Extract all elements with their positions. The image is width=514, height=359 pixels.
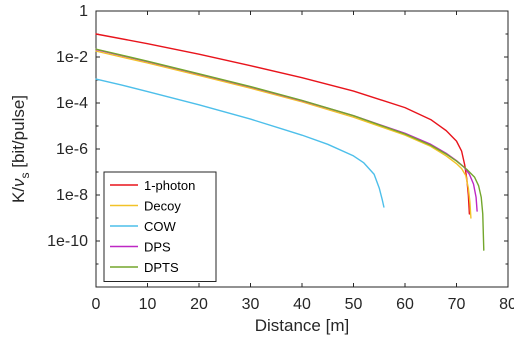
- y-tick-label: 1e-2: [56, 49, 88, 66]
- axes: 0 10 20 30 40 50 60 70 80 1e-10 1e-8 1e-6 1e-4 1e-2 1 D…: [9, 3, 514, 335]
- x-tick-label: 60: [396, 296, 414, 313]
- x-tick-label: 20: [190, 296, 208, 313]
- series-line-decoy: [95, 50, 472, 219]
- x-tick-label: 50: [345, 296, 363, 313]
- series-line-dpts: [95, 48, 485, 251]
- y-axis-title-greek: ν: [9, 178, 28, 187]
- x-axis-title: Distance [m]: [255, 316, 349, 335]
- legend-label: DPTS: [144, 260, 179, 275]
- x-tick-label: 40: [293, 296, 311, 313]
- y-axis-title: K/νs [bit/pulse]: [9, 95, 32, 203]
- x-tick-label: 30: [242, 296, 260, 313]
- series-line-1-photon: [95, 33, 471, 215]
- legend-label: Decoy: [144, 199, 181, 214]
- y-tick-label: 1e-8: [56, 187, 88, 204]
- legend-label: COW: [144, 219, 177, 234]
- legend-label: DPS: [144, 240, 171, 255]
- y-tick-label: 1e-4: [56, 95, 88, 112]
- y-axis-title-subscript: s: [18, 172, 32, 178]
- y-axis-title-main: K/: [9, 187, 28, 203]
- x-tick-label: 80: [499, 296, 514, 313]
- x-tick-label: 0: [92, 296, 101, 313]
- legend: 1-photon Decoy COW DPS DPTS: [103, 171, 217, 282]
- x-tick-label: 10: [139, 296, 157, 313]
- series-lines: [95, 33, 485, 251]
- y-axis-title-unit: [bit/pulse]: [9, 95, 28, 173]
- y-tick-label: 1e-6: [56, 141, 88, 158]
- x-tick-label: 70: [448, 296, 466, 313]
- y-tick-label: 1: [79, 3, 88, 20]
- y-tick-label: 1e-10: [47, 233, 88, 250]
- series-line-cow: [95, 78, 385, 208]
- legend-label: 1-photon: [144, 178, 195, 193]
